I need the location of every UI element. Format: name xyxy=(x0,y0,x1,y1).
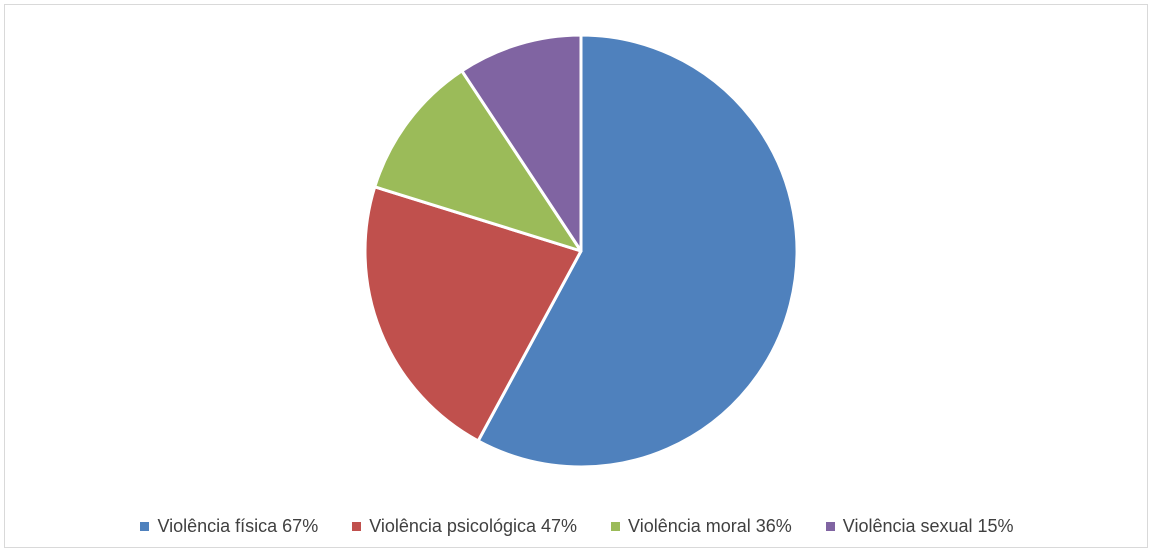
legend-swatch-violencia-fisica xyxy=(140,521,150,531)
legend-swatch-violencia-psicologica xyxy=(352,521,362,531)
legend-swatch-violencia-moral xyxy=(611,521,621,531)
legend-item-violencia-moral: Violência moral 36% xyxy=(611,516,792,537)
pie-slice-violencia-moral xyxy=(373,69,583,253)
pie-slice-violencia-psicologica xyxy=(363,185,583,443)
pie-slice-violencia-fisica xyxy=(476,33,799,469)
chart-frame: Violência física 67% Violência psicológi… xyxy=(4,4,1148,548)
legend-label-violencia-sexual: Violência sexual 15% xyxy=(842,515,1014,536)
legend-item-violencia-sexual: Violência sexual 15% xyxy=(825,515,1014,537)
legend-item-violencia-fisica: Violência física 67% xyxy=(140,516,318,537)
legend-label-violencia-moral: Violência moral 36% xyxy=(628,515,792,536)
legend-label-violencia-fisica: Violência física 67% xyxy=(157,515,319,536)
legend-label-violencia-psicologica: Violência psicológica 47% xyxy=(369,515,578,536)
legend-swatch-violencia-sexual xyxy=(825,521,835,531)
legend-item-violencia-psicologica: Violência psicológica 47% xyxy=(352,516,577,537)
pie-slice-violencia-sexual xyxy=(460,33,583,253)
pie-chart xyxy=(363,33,799,469)
legend: Violência física 67% Violência psicológi… xyxy=(5,511,1149,541)
